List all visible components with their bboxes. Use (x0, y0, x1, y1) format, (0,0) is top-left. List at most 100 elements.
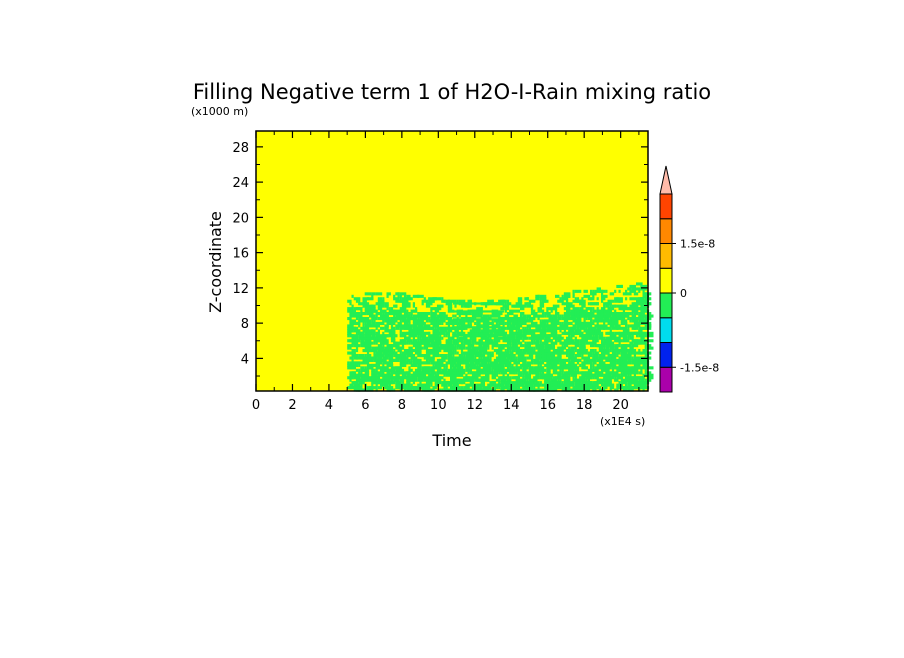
heatmap-cell (576, 329, 582, 333)
heatmap-cell (568, 366, 571, 370)
heatmap-cell (581, 299, 584, 303)
heatmap-cell (559, 314, 562, 318)
heatmap-cell (460, 339, 464, 343)
heatmap-cell (460, 319, 464, 323)
heatmap-cell (509, 344, 512, 348)
heatmap-cell (425, 339, 433, 343)
heatmap-cell (441, 356, 448, 360)
heatmap-cell (493, 363, 496, 367)
heatmap-cell (509, 317, 516, 321)
heatmap-cell (550, 354, 555, 358)
heatmap-cell (601, 292, 604, 296)
heatmap-cell (566, 321, 573, 325)
heatmap-cell (467, 376, 475, 380)
heatmap-cell (640, 326, 647, 330)
heatmap-cell (515, 376, 518, 380)
heatmap-cell (506, 312, 514, 316)
heatmap-cell (646, 376, 654, 380)
heatmap-cell (469, 361, 475, 365)
heatmap-cell (618, 331, 626, 335)
heatmap-cell (515, 361, 520, 365)
heatmap-cell (526, 304, 534, 308)
heatmap-cell (568, 331, 571, 335)
heatmap-cell (533, 381, 536, 385)
heatmap-cell (495, 373, 499, 377)
heatmap-cell (605, 312, 608, 316)
heatmap-cell (607, 307, 615, 311)
heatmap-cell (581, 354, 584, 358)
heatmap-cell (520, 344, 525, 348)
heatmap-cell (487, 363, 490, 367)
heatmap-cell (517, 299, 523, 303)
heatmap-cell (469, 381, 475, 385)
heatmap-cell (605, 368, 610, 372)
heatmap-cell (450, 299, 457, 303)
heatmap-cell (500, 307, 503, 311)
heatmap-cell (566, 376, 571, 380)
heatmap-cell (454, 349, 457, 353)
heatmap-cell (552, 321, 560, 325)
heatmap-cell (362, 317, 370, 321)
heatmap-cell (598, 334, 601, 338)
heatmap-cell (546, 368, 551, 372)
heatmap-cell (640, 368, 643, 372)
heatmap-cell (559, 368, 562, 372)
heatmap-cell (401, 383, 409, 387)
heatmap-cell (625, 371, 630, 375)
heatmap-cell (423, 331, 431, 335)
heatmap-cell (366, 351, 370, 355)
heatmap-cell (425, 349, 431, 353)
heatmap-cell (360, 319, 363, 323)
heatmap-cell (425, 354, 431, 358)
heatmap-cell (603, 321, 606, 325)
heatmap-cell (373, 371, 380, 375)
heatmap-cell (355, 356, 363, 360)
heatmap-cell (445, 331, 450, 335)
heatmap-cell (642, 289, 645, 293)
heatmap-cell (393, 297, 400, 301)
heatmap-cell (528, 363, 531, 367)
heatmap-cell (625, 326, 628, 330)
heatmap-cell (401, 339, 405, 343)
heatmap-cell (465, 378, 468, 382)
heatmap-cell (471, 346, 477, 350)
heatmap-cell (607, 381, 612, 385)
heatmap-cell (471, 312, 479, 316)
heatmap-cell (380, 346, 385, 350)
heatmap-cell (495, 378, 501, 382)
heatmap-cell (535, 354, 538, 358)
heatmap-cell (362, 368, 367, 372)
heatmap-cell (369, 339, 372, 343)
heatmap-cell (487, 299, 490, 303)
heatmap-cell (601, 294, 608, 298)
heatmap-cell (530, 361, 534, 365)
heatmap-cell (513, 356, 516, 360)
y-tick-label: 4 (241, 352, 249, 367)
heatmap-cell (467, 339, 472, 343)
heatmap-cell (509, 378, 512, 382)
heatmap-cell (625, 314, 630, 318)
heatmap-cell (456, 346, 459, 350)
heatmap-cell (535, 329, 542, 333)
heatmap-cell (557, 339, 562, 343)
heatmap-cell (430, 309, 433, 313)
heatmap-cell (373, 373, 376, 377)
heatmap-cell (633, 312, 639, 316)
heatmap-cell (417, 339, 420, 343)
heatmap-cell (520, 312, 525, 316)
heatmap-cell (386, 324, 389, 328)
heatmap-cell (555, 386, 562, 390)
heatmap-cell (408, 368, 413, 372)
heatmap-cell (460, 386, 464, 390)
heatmap-cell (636, 299, 643, 303)
heatmap-cell (495, 312, 503, 316)
heatmap-cell (561, 388, 569, 392)
heatmap-cell (460, 378, 466, 382)
heatmap-cell (393, 314, 396, 318)
colorbar-segment (659, 292, 673, 319)
heatmap-cell (393, 378, 400, 382)
heatmap-cell (563, 344, 566, 348)
heatmap-cell (377, 363, 380, 367)
heatmap-cell (476, 312, 479, 316)
heatmap-cell (463, 351, 470, 355)
